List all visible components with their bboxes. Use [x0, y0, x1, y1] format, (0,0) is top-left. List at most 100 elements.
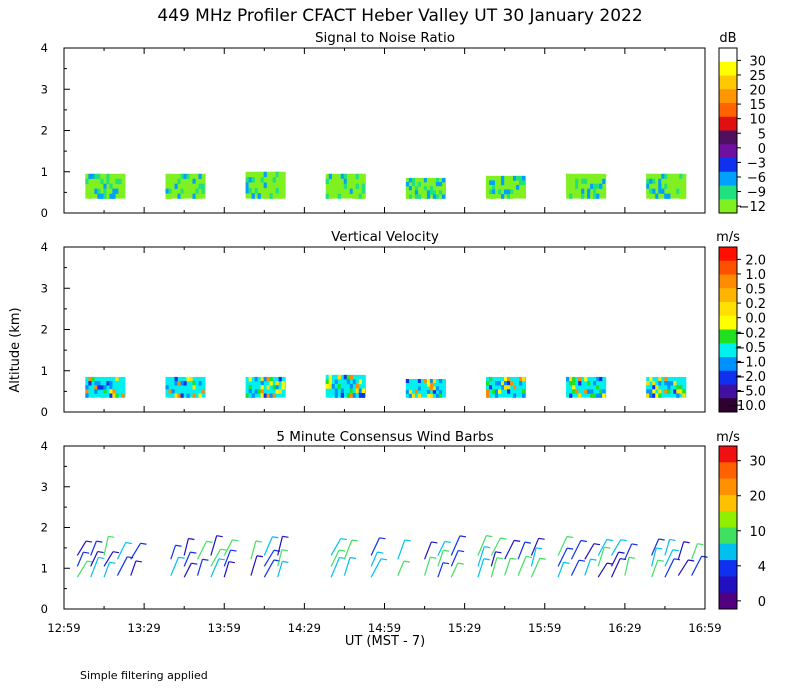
- heatmap-cell: [180, 173, 184, 180]
- heatmap-cell: [587, 173, 591, 180]
- heatmap-cell: [260, 385, 264, 390]
- heatmap-cell: [352, 183, 356, 189]
- heatmap-cell: [260, 376, 264, 382]
- heatmap-cell: [649, 178, 653, 185]
- wind-barb-flag: [175, 544, 182, 547]
- heatmap-cell: [587, 183, 591, 189]
- heatmap-cell: [97, 183, 101, 189]
- wind-barb-staff: [263, 536, 273, 556]
- heatmap-cell: [497, 389, 502, 394]
- heatmap-cell: [652, 389, 656, 394]
- heatmap-cell: [488, 180, 493, 186]
- wind-data-layer: [76, 535, 708, 578]
- heatmap-cell: [355, 193, 359, 199]
- wind-plot-frame: [63, 445, 706, 610]
- snr-colorbar-unit: dB: [719, 31, 736, 46]
- heatmap-cell: [506, 189, 511, 195]
- heatmap-cell: [405, 182, 410, 187]
- heatmap-cell: [432, 390, 437, 395]
- heatmap-cell: [115, 381, 119, 386]
- heatmap-cell: [646, 385, 650, 390]
- heatmap-cell: [506, 376, 511, 382]
- heatmap-cell: [649, 188, 653, 194]
- heatmap-cell: [174, 376, 178, 382]
- heatmap-cell: [331, 183, 335, 189]
- heatmap-cell: [509, 189, 514, 195]
- heatmap-cell: [100, 385, 104, 390]
- wind-barb-flag: [658, 538, 665, 541]
- colorbar-segment: [719, 527, 737, 545]
- heatmap-cell: [337, 188, 341, 194]
- heatmap-cell: [349, 388, 353, 394]
- heatmap-cell: [85, 393, 89, 398]
- heatmap-cell: [278, 389, 282, 394]
- heatmap-cell: [266, 385, 270, 390]
- colorbar-label: −0.2: [734, 326, 766, 341]
- heatmap-cell: [518, 180, 523, 186]
- vv-axes: 0 1 2 3 4: [41, 240, 706, 419]
- heatmap-cell: [103, 393, 107, 398]
- heatmap-cell: [340, 383, 344, 389]
- heatmap-cell: [500, 194, 505, 199]
- colorbar-label: 4: [758, 560, 766, 575]
- heatmap-cell: [590, 389, 594, 394]
- heatmap-cell: [195, 188, 199, 194]
- heatmap-cell: [251, 393, 255, 398]
- heatmap-cell: [569, 376, 573, 382]
- heatmap-cell: [569, 193, 573, 199]
- heatmap-cell: [682, 393, 686, 398]
- heatmap-cell: [272, 171, 276, 178]
- wind-barb-flag: [379, 537, 386, 540]
- wind-barb-flag: [377, 551, 384, 554]
- heatmap-cell: [411, 186, 416, 191]
- heatmap-cell: [649, 183, 653, 189]
- heatmap-cell: [109, 385, 113, 390]
- heatmap-cell: [248, 393, 252, 398]
- heatmap-cell: [566, 173, 570, 180]
- heatmap-cell: [673, 188, 677, 194]
- wind-barb-staff: [584, 558, 592, 576]
- colorbar-frame: [718, 246, 738, 413]
- heatmap-cell: [521, 393, 526, 398]
- heatmap-cell: [201, 178, 205, 185]
- heatmap-cell: [100, 381, 104, 386]
- heatmap-cell: [417, 194, 422, 199]
- heatmap-cell: [168, 188, 172, 194]
- wind-barb-staff: [477, 558, 485, 578]
- heatmap-cell: [485, 184, 490, 190]
- wind-barb-staff: [210, 548, 222, 567]
- heatmap-cell: [491, 381, 496, 386]
- colorbar-segment: [719, 343, 737, 358]
- heatmap-cell: [361, 388, 365, 394]
- heatmap-cell: [198, 381, 202, 386]
- heatmap-cell: [198, 173, 202, 180]
- heatmap-cell: [572, 376, 576, 382]
- heatmap-cell: [646, 393, 650, 398]
- wind-barb-flag: [486, 535, 493, 538]
- heatmap-cell: [485, 389, 490, 394]
- wind-barb-flag: [514, 539, 521, 542]
- heatmap-cell: [189, 381, 193, 386]
- heatmap-cell: [328, 374, 332, 380]
- wind-barb-staff: [343, 557, 351, 576]
- x-tick-labels: 12:59 13:29 13:59 14:29 14:59 15:29 15:59 16:29…: [47, 621, 721, 635]
- heatmap-cell: [590, 385, 594, 390]
- heatmap-cell: [183, 389, 187, 394]
- y-tick-label: 4: [41, 240, 48, 254]
- heatmap-cell: [649, 193, 653, 199]
- heatmap-cell: [426, 177, 431, 183]
- heatmap-cell: [85, 385, 89, 390]
- colorbar-label: 15: [749, 98, 766, 113]
- heatmap-cell: [426, 382, 431, 387]
- heatmap-cell: [679, 385, 683, 390]
- wind-barb-staff: [223, 561, 230, 578]
- heatmap-cell: [405, 390, 410, 395]
- heatmap-cell: [331, 178, 335, 185]
- heatmap-cell: [649, 393, 653, 398]
- colorbar-segment: [719, 247, 737, 262]
- heatmap-cell: [679, 178, 683, 185]
- heatmap-cell: [652, 385, 656, 390]
- wind-barb-staff: [423, 557, 431, 576]
- heatmap-cell: [263, 182, 267, 189]
- heatmap-cell: [679, 188, 683, 194]
